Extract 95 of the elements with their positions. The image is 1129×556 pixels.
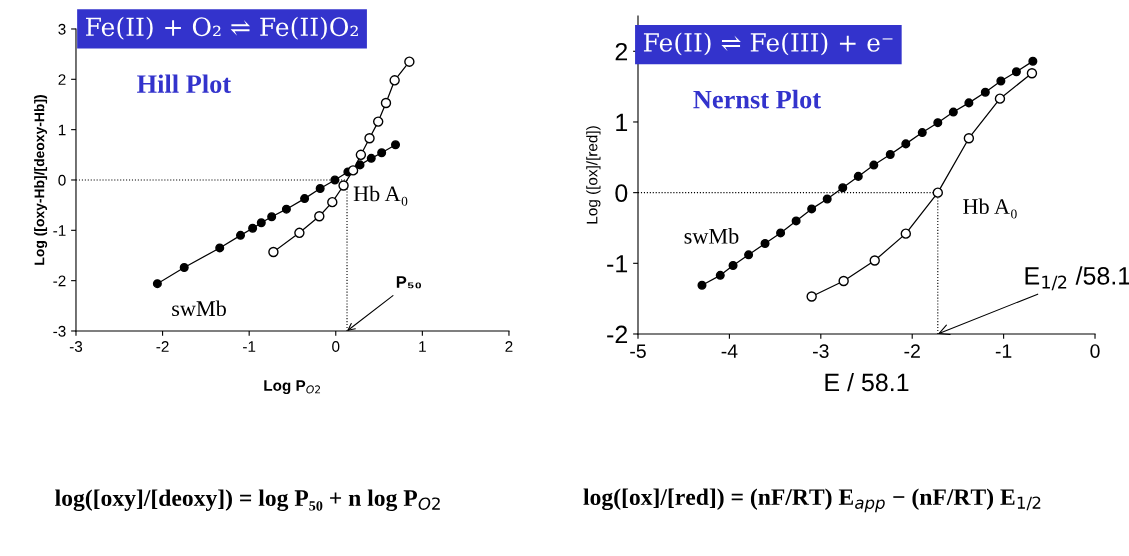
y-tick-label: -3 (53, 325, 66, 337)
point (366, 153, 376, 163)
point (744, 250, 754, 260)
point (838, 183, 848, 193)
y-tick-label: 1 (58, 124, 66, 136)
point (389, 75, 400, 86)
y-tick-label: -2 (53, 275, 66, 287)
point (728, 260, 738, 270)
point (281, 204, 291, 214)
point (315, 184, 325, 194)
point (807, 204, 817, 214)
point (994, 93, 1006, 104)
x-tick-label: 2 (505, 341, 513, 352)
y-tick-label: 2 (58, 74, 66, 85)
point (853, 171, 863, 181)
point (235, 230, 246, 240)
point (791, 216, 801, 226)
text: log([ox]/[red]) = (nF/RT) E$_{app}$ − (nF/RT) E$_{1/2}$ (583, 488, 1041, 513)
point (822, 194, 832, 204)
point (885, 149, 895, 159)
point (838, 275, 849, 287)
point (760, 239, 770, 249)
x-tick-label: -2 (156, 341, 169, 352)
series-label: Hb A₀ (353, 185, 408, 206)
y-tick-label: -1 (607, 255, 628, 273)
point (391, 140, 401, 150)
point (980, 87, 990, 97)
point (300, 194, 310, 204)
point (347, 165, 359, 176)
x-axis-title: E / 58.1 (825, 372, 909, 392)
point (256, 218, 266, 228)
series-label: swMb (684, 228, 739, 244)
point (933, 118, 943, 128)
point (380, 97, 392, 109)
text: Nernst Plot (693, 89, 821, 109)
annotation: P₅₀ (396, 276, 422, 289)
point (330, 175, 340, 185)
x-tick-label: 0 (332, 341, 340, 352)
point (372, 116, 384, 127)
point (294, 227, 305, 239)
point (355, 149, 367, 161)
x-tick-label: -2 (904, 344, 920, 358)
y-tick-label: 0 (58, 174, 66, 186)
y-tick-label: 3 (58, 23, 66, 35)
point (900, 228, 912, 239)
y-axis-title: Log ([ox]/[red]) (586, 126, 601, 224)
point (948, 107, 958, 117)
point (364, 132, 375, 144)
annotation: E$_{1/2}$ /58.1 (1025, 266, 1129, 291)
y-tick-label: 0 (615, 184, 628, 202)
point (963, 133, 975, 144)
point (267, 212, 277, 222)
x-tick-label: -3 (813, 344, 829, 358)
x-tick-label: -1 (243, 341, 256, 352)
y-tick-label: 1 (616, 113, 628, 132)
y-tick-label: 2 (615, 42, 628, 61)
point (338, 180, 349, 191)
x-tick-label: -1 (995, 344, 1012, 358)
text: log([oxy]/[deoxy]) = log P₅₀ + n log P$_{O2}$ (55, 489, 440, 512)
point (869, 255, 880, 266)
point (806, 291, 817, 302)
point (964, 98, 974, 108)
series-label: swMb (172, 300, 226, 317)
point (152, 279, 162, 289)
point (327, 196, 338, 208)
point (404, 56, 415, 67)
x-tick-label: -3 (69, 341, 83, 352)
point (179, 263, 189, 273)
x-tick-label: 0 (1090, 344, 1100, 358)
point (215, 243, 225, 253)
point (869, 160, 879, 170)
x-tick-label: -4 (721, 344, 738, 358)
y-axis-title: Log ([oxy-Hb]/[deoxy-Hb]) (34, 95, 48, 265)
point (248, 223, 258, 233)
point (776, 228, 786, 238)
point (932, 187, 944, 198)
point (917, 128, 927, 138)
point (1011, 67, 1021, 77)
point (996, 76, 1006, 86)
point (1026, 67, 1038, 79)
series-label: Hb A₀ (963, 198, 1017, 219)
x-axis-title: Log P$_{O2}$ (264, 380, 321, 395)
point (377, 148, 387, 158)
point (901, 139, 911, 149)
x-tick-label: 1 (419, 341, 426, 352)
point (268, 246, 279, 258)
text: Hill Plot (137, 74, 232, 93)
chart-title: Fe(II) + O₂ ⇌ Fe(II)O₂ (86, 16, 358, 40)
text: Fe(II) ⇌ Fe(III) + e⁻ (643, 32, 893, 56)
point (697, 280, 707, 290)
y-tick-label: -1 (53, 225, 66, 236)
point (1028, 56, 1038, 66)
point (715, 270, 725, 280)
x-tick-label: -5 (630, 344, 646, 358)
point (314, 211, 325, 222)
